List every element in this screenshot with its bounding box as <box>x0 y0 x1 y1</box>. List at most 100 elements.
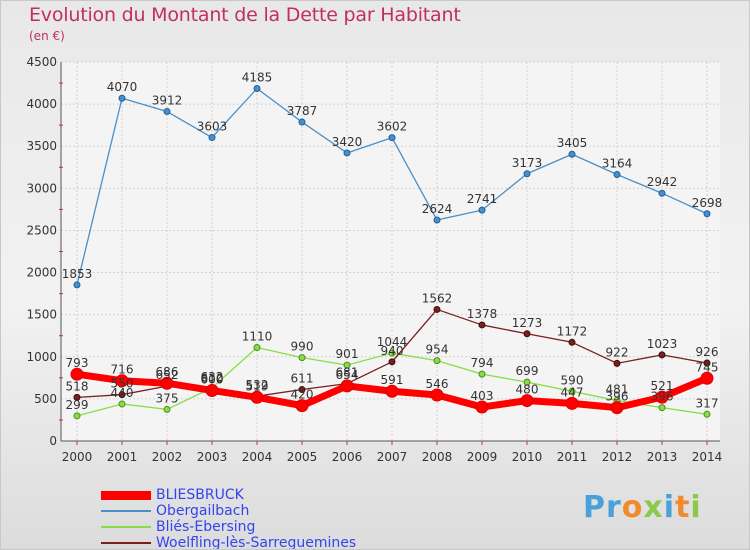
data-label: 3173 <box>512 156 543 170</box>
data-label: 1853 <box>62 267 93 281</box>
data-label: 396 <box>606 390 629 404</box>
data-label: 940 <box>381 344 404 358</box>
data-point <box>568 150 576 158</box>
data-label: 447 <box>561 385 584 399</box>
data-point <box>523 378 531 386</box>
y-tick-label: 2000 <box>26 266 57 280</box>
x-tick-label: 2013 <box>647 450 678 464</box>
data-point <box>73 412 81 420</box>
data-label: 610 <box>201 372 224 386</box>
data-label: 375 <box>156 391 179 405</box>
legend-label: Bliés-Ebersing <box>156 519 256 535</box>
legend-label: Woelfling-lès-Sarreguemines <box>156 535 357 550</box>
data-point <box>433 305 441 313</box>
x-tick-label: 2012 <box>602 450 633 464</box>
data-label: 2624 <box>422 202 453 216</box>
x-tick-label: 2007 <box>377 450 408 464</box>
data-point <box>298 354 306 362</box>
data-label: 1044 <box>377 335 408 349</box>
legend-label: Obergailbach <box>156 503 250 519</box>
data-point <box>565 396 579 410</box>
data-label: 745 <box>696 360 719 374</box>
data-label: 2741 <box>467 192 498 206</box>
legend-swatch <box>101 490 151 500</box>
data-label: 3787 <box>287 104 318 118</box>
y-tick-label: 4000 <box>26 97 57 111</box>
data-point <box>610 401 624 415</box>
data-label: 590 <box>561 373 584 387</box>
data-label: 3912 <box>152 94 183 108</box>
plot-area <box>61 62 720 441</box>
data-point <box>388 134 396 142</box>
data-label: 550 <box>111 377 134 391</box>
data-point <box>388 358 396 366</box>
data-point <box>298 386 306 394</box>
x-tick-label: 2008 <box>422 450 453 464</box>
data-label: 480 <box>516 383 539 397</box>
data-point <box>385 384 399 398</box>
x-tick-label: 2003 <box>197 450 228 464</box>
y-tick-label: 1000 <box>26 350 57 364</box>
data-label: 699 <box>516 364 539 378</box>
proxiti-logo: Proxiti <box>583 490 702 525</box>
x-tick-label: 2004 <box>242 450 273 464</box>
x-tick-label: 2009 <box>467 450 498 464</box>
data-label: 632 <box>201 370 224 384</box>
chart-subtitle: (en €) <box>29 29 65 43</box>
data-label: 600 <box>201 372 224 386</box>
data-point <box>388 349 396 357</box>
data-point <box>658 404 666 412</box>
data-label: 3420 <box>332 135 363 149</box>
x-tick-label: 2001 <box>107 450 138 464</box>
data-point <box>703 359 711 367</box>
data-point <box>118 400 126 408</box>
data-label: 922 <box>606 345 629 359</box>
data-point <box>568 387 576 395</box>
data-label: 1110 <box>242 330 273 344</box>
data-label: 990 <box>291 340 314 354</box>
x-tick-label: 2005 <box>287 450 318 464</box>
data-point <box>70 367 84 381</box>
legend-label: BLIESBRUCK <box>156 487 244 503</box>
data-label: 681 <box>336 366 359 380</box>
data-label: 299 <box>66 398 89 412</box>
data-label: 2698 <box>692 196 723 210</box>
data-point <box>613 171 621 179</box>
data-point <box>118 391 126 399</box>
data-label: 519 <box>246 379 269 393</box>
data-label: 1273 <box>512 316 543 330</box>
data-label: 403 <box>471 389 494 403</box>
data-label: 1023 <box>647 337 678 351</box>
data-point <box>430 388 444 402</box>
x-tick-label: 2010 <box>512 450 543 464</box>
data-label: 420 <box>291 388 314 402</box>
data-label: 3602 <box>377 120 408 134</box>
data-point <box>160 376 174 390</box>
data-label: 518 <box>66 379 89 393</box>
y-tick-label: 4500 <box>26 55 57 69</box>
y-tick-label: 2500 <box>26 223 57 237</box>
legend-swatch <box>101 526 151 528</box>
data-point <box>208 134 216 142</box>
data-label: 611 <box>291 372 314 386</box>
data-point <box>703 410 711 418</box>
data-label: 546 <box>426 377 449 391</box>
x-tick-label: 2014 <box>692 450 723 464</box>
data-label: 794 <box>471 356 494 370</box>
data-point <box>295 399 309 413</box>
data-point <box>658 351 666 359</box>
data-label: 652 <box>156 368 179 382</box>
data-label: 521 <box>651 379 674 393</box>
legend-swatch <box>101 542 151 544</box>
x-tick-label: 2011 <box>557 450 588 464</box>
data-point <box>433 357 441 365</box>
data-point <box>298 118 306 126</box>
data-point <box>658 189 666 197</box>
data-label: 1562 <box>422 291 453 305</box>
data-label: 3405 <box>557 136 588 150</box>
data-point <box>163 108 171 116</box>
data-label: 4070 <box>107 80 138 94</box>
y-tick-label: 1500 <box>26 308 57 322</box>
data-point <box>250 390 264 404</box>
data-point <box>163 405 171 413</box>
